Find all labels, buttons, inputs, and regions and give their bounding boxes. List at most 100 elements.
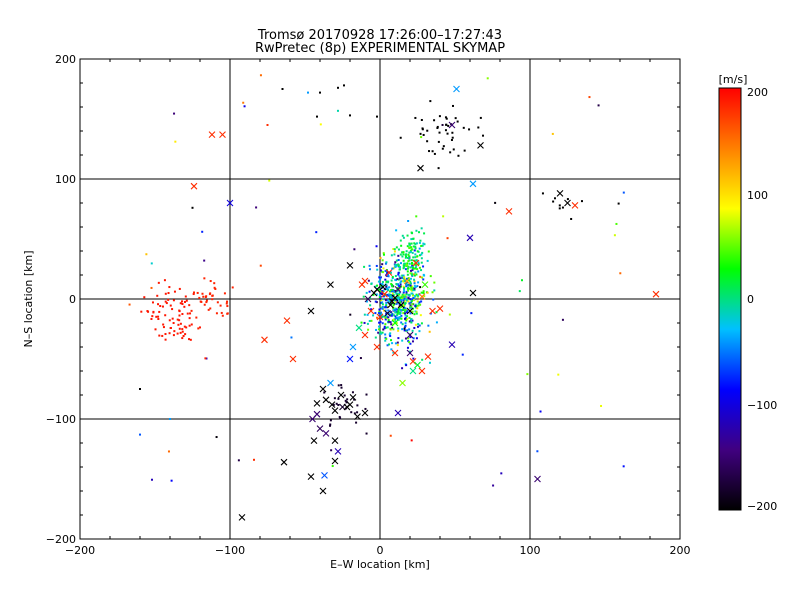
data-point-dot bbox=[414, 245, 417, 248]
data-point-dot bbox=[378, 288, 381, 291]
data-point-dot bbox=[365, 300, 368, 303]
data-point-dot bbox=[397, 278, 400, 281]
data-point-dot bbox=[183, 300, 186, 303]
data-point-dot bbox=[419, 239, 422, 242]
data-point-dot bbox=[412, 273, 415, 276]
colorbar-tick: 0 bbox=[747, 293, 754, 306]
data-point-dot bbox=[395, 265, 398, 268]
data-point-dot bbox=[414, 247, 417, 250]
data-point-dot bbox=[409, 272, 412, 275]
data-point-cross bbox=[534, 475, 541, 483]
data-point-dot bbox=[411, 292, 414, 295]
data-point-dot bbox=[402, 251, 405, 254]
data-point-dot bbox=[374, 300, 377, 303]
data-point-dot bbox=[412, 337, 415, 340]
data-point-dot bbox=[414, 253, 417, 256]
data-point-dot bbox=[403, 303, 406, 306]
data-point-dot bbox=[622, 191, 625, 194]
data-point-cross bbox=[355, 324, 363, 332]
data-point-dot bbox=[384, 262, 387, 265]
data-point-cross bbox=[321, 472, 328, 479]
data-point-dot bbox=[366, 313, 369, 316]
data-point-dot bbox=[388, 290, 391, 293]
data-point-dot bbox=[157, 281, 160, 284]
data-point-dot bbox=[397, 283, 400, 286]
data-point-cross bbox=[414, 361, 421, 369]
data-point-dot bbox=[382, 253, 385, 256]
data-point-dot bbox=[388, 286, 391, 289]
data-point-dot bbox=[500, 472, 503, 475]
data-point-dot bbox=[394, 263, 397, 266]
data-point-dot bbox=[410, 300, 413, 303]
data-point-dot bbox=[420, 322, 423, 325]
data-point-dot bbox=[411, 294, 414, 297]
data-point-dot bbox=[370, 282, 373, 285]
data-point-dot bbox=[379, 256, 382, 259]
data-point-dot bbox=[164, 338, 167, 341]
data-point-dot bbox=[409, 342, 412, 345]
data-point-dot bbox=[335, 402, 338, 405]
data-point-dot bbox=[186, 312, 189, 315]
data-point-dot bbox=[178, 310, 181, 313]
data-point-dot bbox=[396, 341, 399, 344]
data-point-dot bbox=[150, 318, 153, 321]
data-point-dot bbox=[392, 248, 395, 251]
data-point-cross bbox=[319, 487, 327, 495]
data-point-dot bbox=[397, 327, 400, 330]
data-point-dot bbox=[405, 263, 408, 266]
data-point-dot bbox=[382, 328, 385, 331]
data-point-cross bbox=[453, 85, 460, 93]
data-point-dot bbox=[381, 307, 384, 310]
data-point-dot bbox=[381, 303, 384, 306]
data-point-dot bbox=[356, 404, 359, 407]
data-point-dot bbox=[407, 337, 410, 340]
data-point-dot bbox=[379, 311, 382, 314]
data-point-dot bbox=[384, 299, 387, 302]
data-point-dot bbox=[393, 291, 396, 294]
data-point-cross bbox=[316, 425, 324, 432]
data-point-cross bbox=[331, 457, 339, 465]
data-point-dot bbox=[143, 296, 146, 299]
data-point-dot bbox=[423, 274, 426, 277]
data-point-dot bbox=[356, 411, 359, 414]
chart-title: Tromsø 20170928 17:26:00–17:27:43 bbox=[257, 28, 502, 43]
data-point-dot bbox=[399, 308, 402, 311]
data-point-dot bbox=[398, 291, 401, 294]
data-point-cross bbox=[283, 317, 291, 324]
data-point-dot bbox=[190, 323, 193, 326]
data-point-dot bbox=[220, 311, 223, 314]
data-point-dot bbox=[385, 337, 388, 340]
data-point-dot bbox=[397, 254, 400, 257]
data-point-dot bbox=[421, 276, 424, 279]
data-point-dot bbox=[315, 231, 318, 234]
data-point-dot bbox=[181, 337, 184, 340]
chart-subtitle: RwPretec (8p) EXPERIMENTAL SKYMAP bbox=[255, 41, 505, 56]
colorbar: [m/s] 200 100 0 −100 −200 bbox=[718, 73, 777, 513]
data-point-dot bbox=[408, 294, 411, 297]
data-point-dot bbox=[380, 299, 383, 302]
data-point-dot bbox=[405, 311, 408, 314]
data-point-dot bbox=[400, 317, 403, 320]
data-point-dot bbox=[617, 202, 620, 205]
data-point-dot bbox=[181, 300, 184, 303]
data-point-dot bbox=[409, 277, 412, 280]
data-point-dot bbox=[399, 306, 402, 309]
data-point-dot bbox=[413, 249, 416, 252]
data-point-dot bbox=[329, 423, 332, 426]
data-point-dot bbox=[179, 302, 182, 305]
data-point-dot bbox=[551, 132, 554, 135]
data-point-dot bbox=[422, 290, 425, 293]
data-point-dot bbox=[445, 123, 448, 126]
data-point-dot bbox=[410, 248, 413, 251]
data-point-dot bbox=[216, 301, 219, 304]
data-point-dot bbox=[386, 299, 389, 302]
data-point-dot bbox=[181, 328, 184, 331]
data-point-cross bbox=[373, 343, 381, 351]
data-point-dot bbox=[389, 332, 392, 335]
data-point-dot bbox=[427, 250, 430, 253]
data-point-dot bbox=[394, 318, 397, 321]
data-point-dot bbox=[404, 310, 407, 313]
data-point-dot bbox=[379, 290, 382, 293]
data-point-cross bbox=[327, 281, 334, 288]
data-point-dot bbox=[402, 291, 405, 294]
